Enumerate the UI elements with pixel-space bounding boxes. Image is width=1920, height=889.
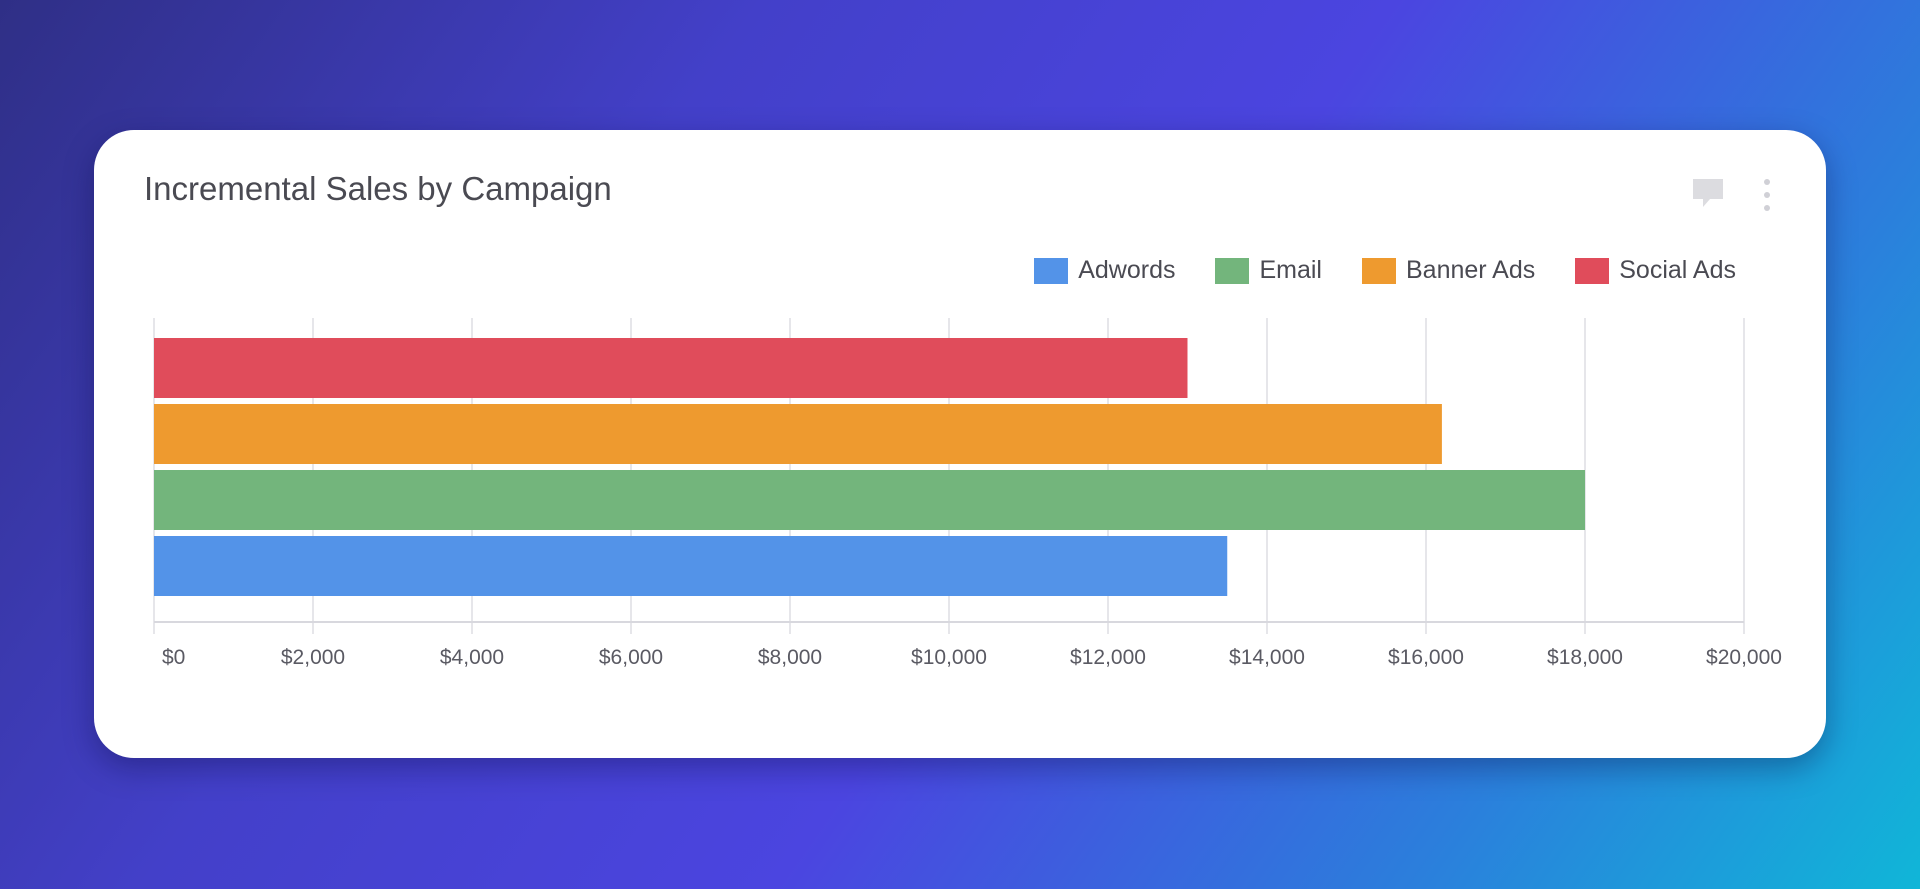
x-tick-label: $20,000 [1706, 646, 1782, 669]
x-tick-label: $16,000 [1388, 646, 1464, 669]
legend-label-adwords: Adwords [1078, 256, 1176, 284]
chart-title: Incremental Sales by Campaign [144, 170, 612, 207]
x-tick-label: $2,000 [281, 646, 345, 669]
bar-email[interactable] [154, 470, 1585, 530]
chart-legend: Adwords Email Banner Ads Social Ads [994, 256, 1736, 285]
legend-item-banner-ads[interactable]: Banner Ads [1361, 256, 1536, 285]
more-vertical-icon[interactable] [1760, 177, 1774, 213]
comment-icon[interactable] [1690, 175, 1726, 211]
legend-swatch-adwords [1034, 257, 1069, 284]
x-tick-label: $14,000 [1229, 646, 1305, 669]
chart-card: Incremental Sales by Campaign Adwords Em… [94, 130, 1826, 758]
legend-swatch-email [1215, 257, 1250, 284]
x-tick-label: $6,000 [599, 646, 663, 669]
x-tick-label: $8,000 [758, 646, 822, 669]
x-tick-label: $18,000 [1547, 646, 1623, 669]
legend-label-social-ads: Social Ads [1619, 256, 1736, 284]
legend-item-email[interactable]: Email [1215, 256, 1322, 285]
legend-label-banner-ads: Banner Ads [1405, 256, 1536, 284]
bar-chart: $0 $2,000 $4,000 $6,000 $8,000 $10,000 $12,000… [153, 318, 1782, 669]
bar-social-ads[interactable] [154, 338, 1188, 398]
x-tick-label: $4,000 [440, 646, 504, 669]
legend-swatch-banner-ads [1361, 257, 1396, 284]
legend-label-email: Email [1259, 256, 1322, 284]
x-tick-label: $12,000 [1070, 646, 1146, 669]
legend-swatch-social-ads [1575, 257, 1610, 284]
bar-adwords[interactable] [154, 536, 1228, 596]
bar-banner-ads[interactable] [154, 404, 1442, 464]
x-tick-label: $10,000 [911, 646, 987, 669]
x-tick-label: $0 [162, 646, 185, 669]
legend-item-adwords[interactable]: Adwords [1034, 256, 1175, 285]
legend-item-social-ads[interactable]: Social Ads [1575, 256, 1736, 285]
